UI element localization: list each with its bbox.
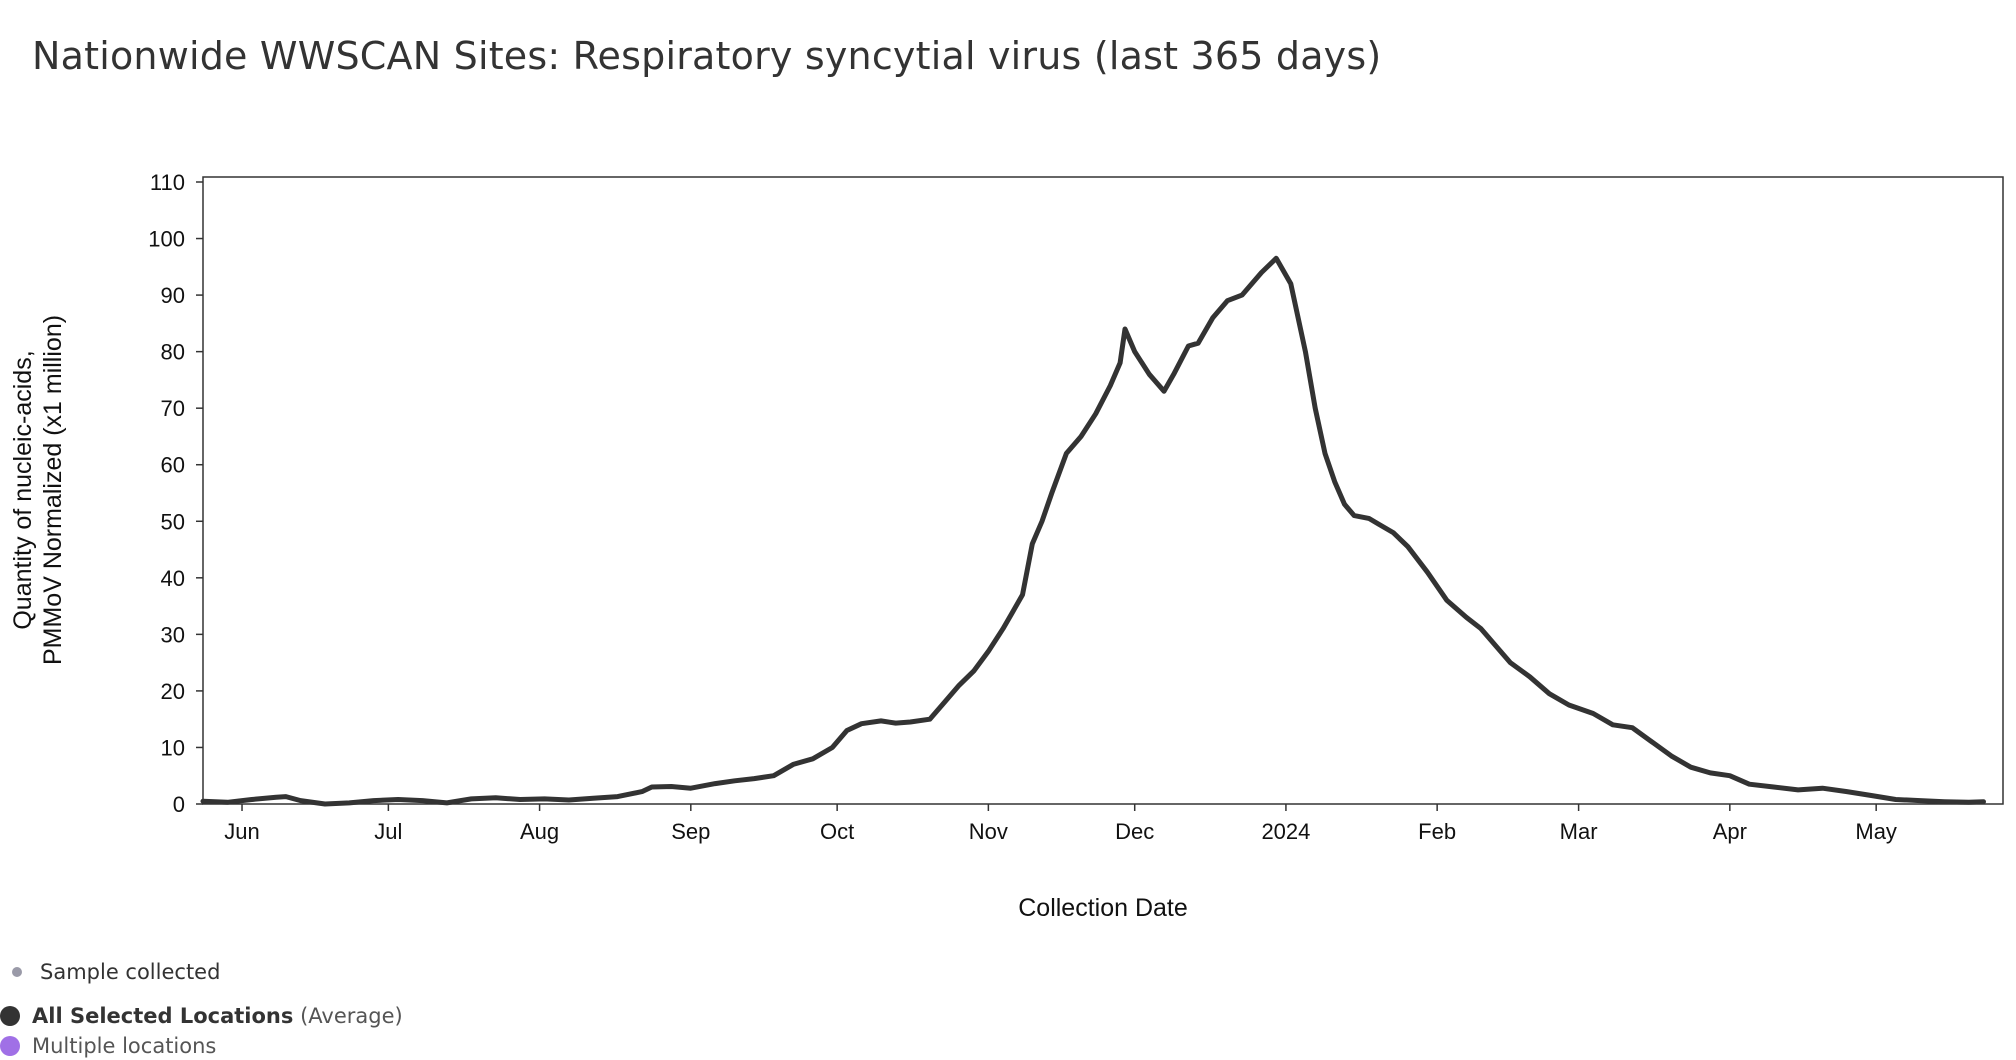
x-tick-label: Mar <box>1560 819 1598 844</box>
x-tick-label: May <box>1855 819 1897 844</box>
y-tick-label: 90 <box>161 283 185 308</box>
y-tick-label: 60 <box>161 453 185 478</box>
legend-item-sample-collected[interactable]: Sample collected <box>12 960 220 984</box>
y-tick-label: 110 <box>150 170 185 195</box>
y-tick-label: 20 <box>161 679 185 704</box>
x-tick-label: Jul <box>374 819 402 844</box>
legend-item-multiple-locations[interactable]: Multiple locations <box>0 1034 216 1058</box>
x-axis-ticks: Jun Jul Aug Sep Oct Nov Dec 2024 Feb Mar Apr May <box>224 804 1897 844</box>
legend-item-all-selected-locations[interactable]: All Selected Locations (Average) <box>0 1004 403 1028</box>
x-tick-label: Feb <box>1418 819 1456 844</box>
x-tick-label: Apr <box>1713 819 1747 844</box>
legend-label-multiple-locations: Multiple locations <box>32 1034 217 1058</box>
all-selected-locations-dot-icon <box>0 1006 20 1026</box>
y-tick-label: 70 <box>161 396 185 421</box>
x-tick-label: Dec <box>1115 819 1154 844</box>
x-axis-title: Collection Date <box>1018 894 1188 922</box>
series-line-all-selected-locations <box>200 255 1986 807</box>
x-tick-label: Sep <box>671 819 710 844</box>
y-axis-title: Quantity of nucleic-acids, PMMoV Normali… <box>9 315 67 665</box>
x-tick-label: Aug <box>520 819 559 844</box>
y-axis-title-line2: PMMoV Normalized (x1 million) <box>39 315 67 665</box>
y-tick-label: 30 <box>161 622 185 647</box>
multiple-locations-dot-icon <box>0 1036 20 1056</box>
y-tick-label: 50 <box>161 509 185 534</box>
y-tick-label: 40 <box>161 566 185 591</box>
y-tick-label: 100 <box>148 227 185 252</box>
line-chart: 0 10 20 30 40 50 60 70 80 90 100 110 Jun Jul Aug Sep Oc… <box>9 170 2004 922</box>
y-tick-label: 0 <box>173 792 185 817</box>
legend-label-all-selected-locations: All Selected Locations <box>32 1004 294 1028</box>
legend-label-average: (Average) <box>293 1004 403 1028</box>
sample-collected-dot-icon <box>12 967 22 977</box>
x-tick-label: Nov <box>969 819 1008 844</box>
y-axis-title-line1: Quantity of nucleic-acids, <box>9 350 37 629</box>
y-tick-label: 10 <box>161 735 185 760</box>
legend-label-sample-collected: Sample collected <box>40 960 221 984</box>
page-title: Nationwide WWSCAN Sites: Respiratory syn… <box>32 34 1382 78</box>
plot-area-border <box>202 176 2004 805</box>
x-tick-label: 2024 <box>1261 819 1310 844</box>
y-axis-ticks: 0 10 20 30 40 50 60 70 80 90 100 110 <box>148 170 203 817</box>
y-tick-label: 80 <box>161 340 185 365</box>
x-tick-label: Oct <box>820 819 854 844</box>
x-tick-label: Jun <box>224 819 259 844</box>
